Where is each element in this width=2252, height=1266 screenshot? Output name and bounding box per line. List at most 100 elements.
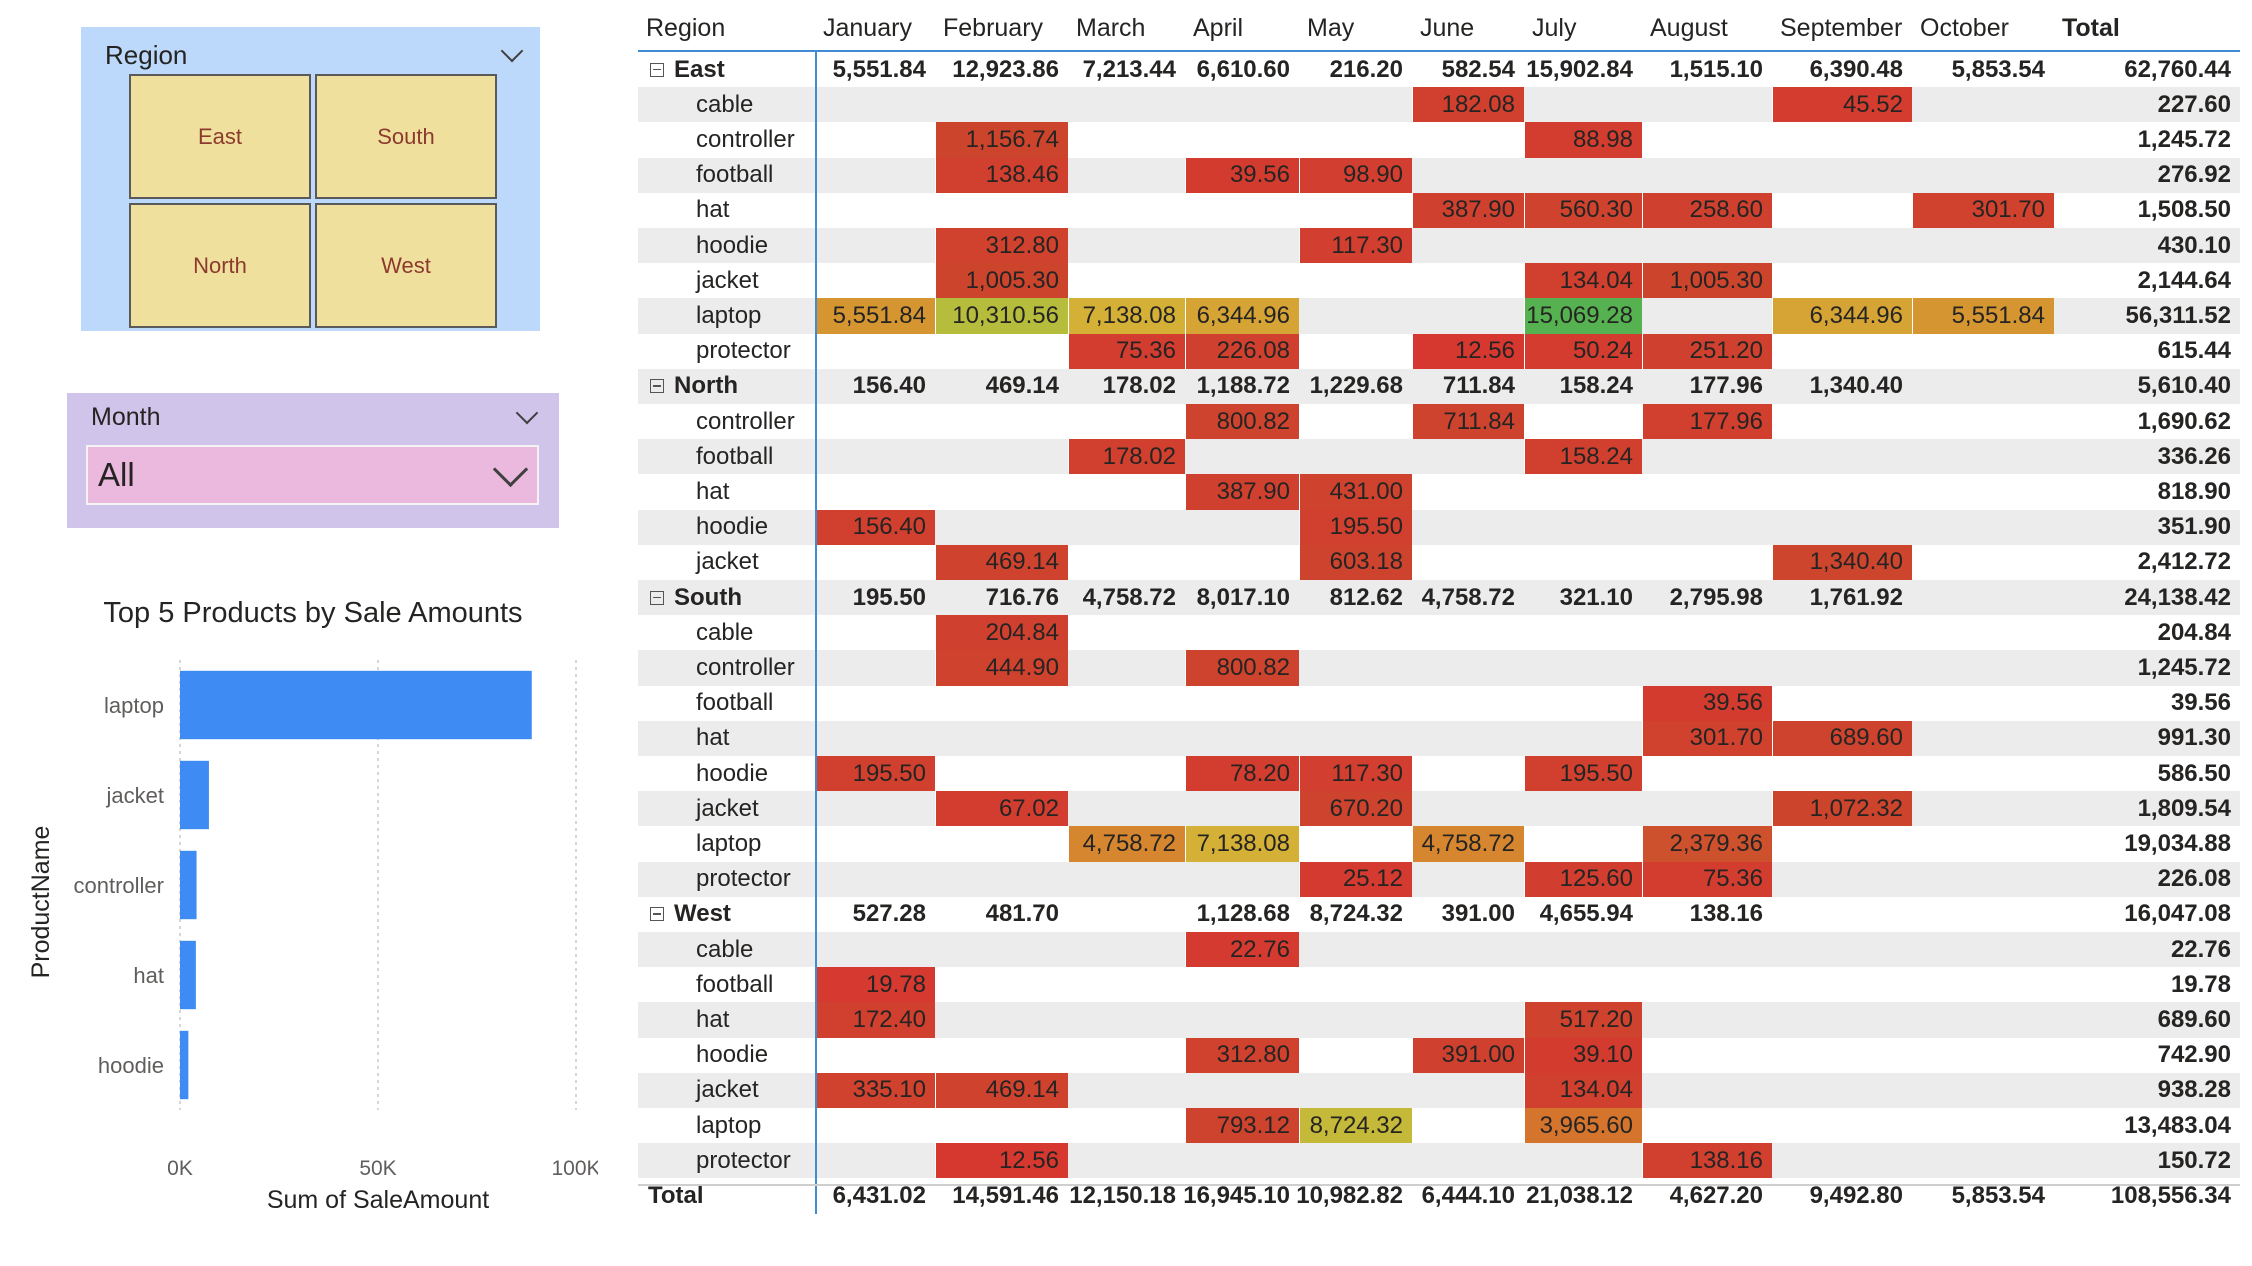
month-dropdown[interactable]: All bbox=[86, 445, 539, 505]
region-tile-south[interactable]: South bbox=[315, 74, 497, 199]
y-tick-label: hat bbox=[133, 963, 164, 988]
region-tile-north[interactable]: North bbox=[129, 203, 311, 328]
y-tick-label: jacket bbox=[106, 783, 164, 808]
value-cell: 301.70 bbox=[1912, 192, 2054, 228]
chevron-down-icon[interactable] bbox=[492, 451, 529, 487]
value-cell bbox=[935, 193, 1068, 228]
value-cell bbox=[1642, 615, 1772, 650]
value-cell bbox=[935, 1038, 1068, 1073]
column-header-april[interactable]: April bbox=[1193, 13, 1244, 42]
row-label-text: football bbox=[696, 442, 774, 470]
value-cell: 800.82 bbox=[1185, 404, 1299, 440]
value-cell: 177.96 bbox=[1689, 372, 1763, 400]
value-cell bbox=[1912, 545, 2054, 580]
column-header-july[interactable]: July bbox=[1532, 13, 1577, 42]
value-cell bbox=[1412, 158, 1524, 193]
value-cell bbox=[1412, 263, 1524, 298]
value-cell bbox=[1412, 474, 1524, 509]
column-header-september[interactable]: September bbox=[1780, 13, 1903, 42]
value-cell: 12.56 bbox=[935, 1143, 1068, 1179]
product-row: controller 800.82 711.84 177.96 1,690.62 bbox=[638, 404, 2240, 440]
column-header-october[interactable]: October bbox=[1920, 13, 2009, 42]
column-header-may[interactable]: May bbox=[1307, 13, 1355, 42]
value-cell bbox=[1185, 228, 1299, 263]
value-cell bbox=[815, 791, 935, 826]
region-label[interactable]: East bbox=[638, 52, 815, 87]
value-cell bbox=[1185, 1002, 1299, 1037]
value-cell: 517.20 bbox=[1524, 1002, 1642, 1038]
region-tile-west[interactable]: West bbox=[315, 203, 497, 328]
value-cell: 8,724.32 bbox=[1299, 1108, 1412, 1144]
collapse-icon[interactable] bbox=[650, 379, 664, 394]
bar-jacket[interactable] bbox=[180, 760, 209, 830]
value-cell: 1,761.92 bbox=[1809, 583, 1903, 611]
row-total-cell: 689.60 bbox=[2157, 1005, 2231, 1033]
column-header-february[interactable]: February bbox=[943, 13, 1044, 42]
bar-hat[interactable] bbox=[180, 940, 196, 1010]
value-cell bbox=[1524, 791, 1642, 826]
chevron-down-icon[interactable] bbox=[515, 401, 539, 425]
value-cell bbox=[1299, 1143, 1412, 1178]
product-row: laptop 793.12 8,724.32 3,965.60 13,483.04 bbox=[638, 1108, 2240, 1144]
collapse-icon[interactable] bbox=[650, 590, 664, 605]
value-cell bbox=[1772, 862, 1912, 897]
product-row: football 178.02 158.24 336.26 bbox=[638, 439, 2240, 475]
collapse-icon[interactable] bbox=[650, 907, 664, 922]
product-row: hat 387.90 431.00 818.90 bbox=[638, 474, 2240, 510]
column-header-june[interactable]: June bbox=[1420, 13, 1475, 42]
product-label: laptop bbox=[638, 826, 815, 861]
column-header-march[interactable]: March bbox=[1076, 13, 1146, 42]
product-label: jacket bbox=[638, 263, 815, 298]
value-cell bbox=[1068, 404, 1185, 439]
value-cell bbox=[1068, 122, 1185, 157]
product-row: football 138.46 39.56 98.90 276.92 bbox=[638, 157, 2240, 193]
row-label-text: protector bbox=[696, 865, 791, 893]
value-cell bbox=[815, 1143, 935, 1178]
row-total-cell: 56,311.52 bbox=[2125, 301, 2231, 329]
value-cell bbox=[1772, 1073, 1912, 1108]
row-label-text: hat bbox=[696, 477, 730, 505]
value-cell bbox=[1185, 1143, 1299, 1178]
row-label-text: hat bbox=[696, 1005, 730, 1033]
value-cell bbox=[935, 474, 1068, 509]
value-cell: 134.04 bbox=[1524, 1072, 1642, 1108]
value-cell: 4,758.72 bbox=[1421, 583, 1515, 611]
value-cell: 6,444.10 bbox=[1421, 1181, 1515, 1209]
month-slicer-header[interactable]: Month bbox=[91, 397, 539, 437]
value-cell: 387.90 bbox=[1412, 192, 1524, 228]
value-cell: 312.80 bbox=[935, 228, 1068, 264]
value-cell: 3,965.60 bbox=[1524, 1108, 1642, 1144]
value-cell bbox=[1772, 897, 1912, 932]
bar-laptop[interactable] bbox=[180, 670, 532, 740]
column-header-region[interactable]: Region bbox=[646, 13, 726, 42]
value-cell: 195.50 bbox=[1524, 756, 1642, 792]
row-label-text: football bbox=[696, 161, 774, 189]
row-total-cell: 586.50 bbox=[2157, 759, 2231, 787]
value-cell bbox=[815, 158, 935, 193]
bar-hoodie[interactable] bbox=[180, 1030, 189, 1100]
value-cell bbox=[1642, 122, 1772, 157]
value-cell bbox=[1412, 615, 1524, 650]
bar-controller[interactable] bbox=[180, 850, 197, 920]
chevron-down-icon[interactable] bbox=[500, 39, 524, 63]
value-cell bbox=[1642, 474, 1772, 509]
column-header-january[interactable]: January bbox=[823, 13, 912, 42]
region-label[interactable]: West bbox=[638, 897, 815, 932]
month-dropdown-value: All bbox=[98, 456, 135, 493]
value-cell bbox=[1772, 650, 1912, 685]
region-label[interactable]: North bbox=[638, 369, 815, 404]
value-cell bbox=[1412, 721, 1524, 756]
collapse-icon[interactable] bbox=[650, 62, 664, 77]
region-tile-east[interactable]: East bbox=[129, 74, 311, 199]
product-row: hoodie 195.50 78.20 117.30 195.50 586.50 bbox=[638, 756, 2240, 792]
value-cell: 469.14 bbox=[935, 544, 1068, 580]
value-cell: 391.00 bbox=[1412, 1037, 1524, 1073]
region-slicer-header[interactable]: Region bbox=[105, 33, 524, 77]
value-cell bbox=[815, 862, 935, 897]
column-header-total[interactable]: Total bbox=[2062, 13, 2120, 42]
row-label-text: South bbox=[674, 583, 742, 611]
value-cell: 391.00 bbox=[1441, 900, 1515, 928]
column-header-august[interactable]: August bbox=[1650, 13, 1728, 42]
value-cell bbox=[1524, 228, 1642, 263]
region-label[interactable]: South bbox=[638, 580, 815, 615]
